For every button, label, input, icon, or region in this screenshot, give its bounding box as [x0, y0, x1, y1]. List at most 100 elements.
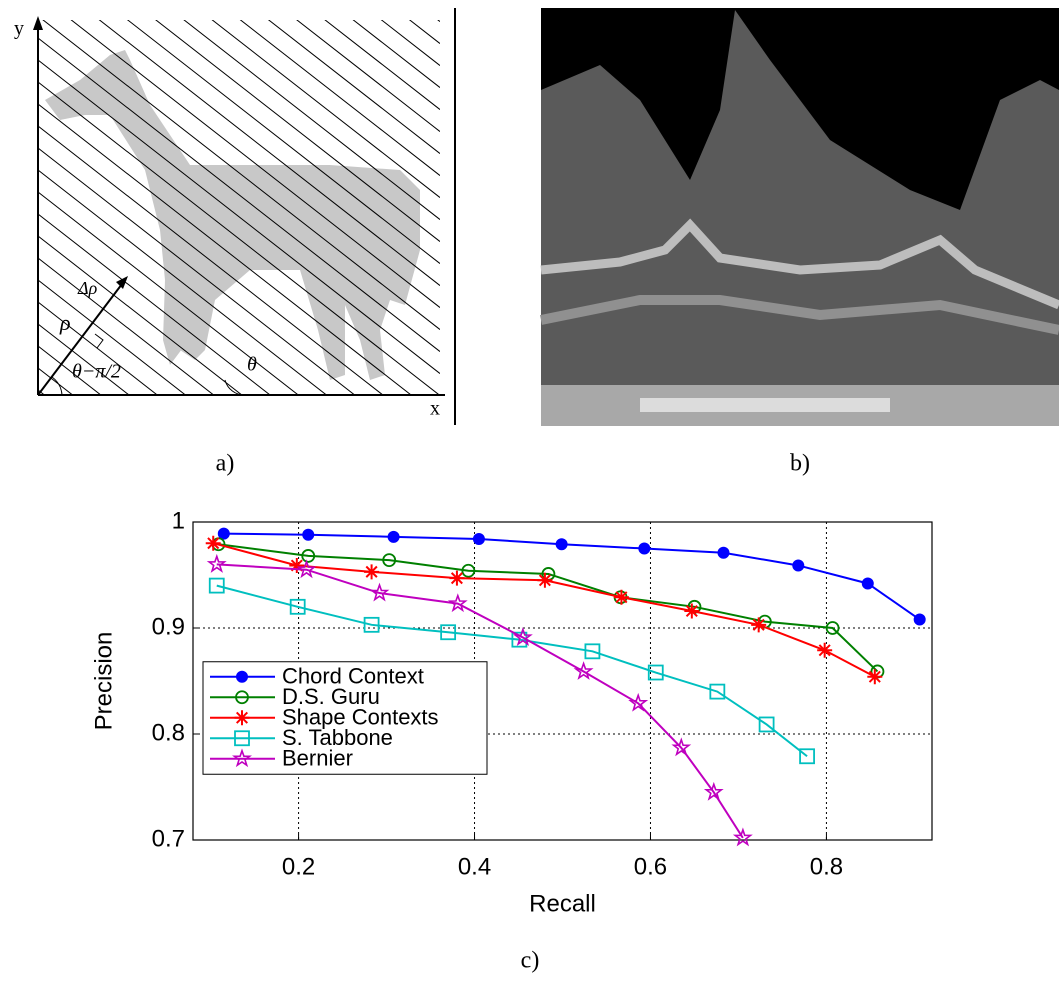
- marker: [234, 710, 250, 726]
- legend-label: D.S. Guru: [282, 684, 380, 709]
- hatch-line: [352, 20, 440, 88]
- panel-label: c): [521, 948, 540, 974]
- hatch-line: [38, 301, 159, 395]
- hatch-line: [38, 103, 412, 395]
- legend-label: Bernier: [282, 746, 353, 771]
- y-tick-label: 0.8: [152, 719, 185, 746]
- marker: [461, 563, 476, 578]
- x-tick-label: 0.4: [458, 853, 491, 880]
- marker: [709, 683, 726, 700]
- marker: [289, 598, 306, 615]
- hatch-line: [38, 257, 215, 395]
- hatch-line: [38, 191, 300, 395]
- marker: [792, 559, 805, 572]
- hatch-line: [267, 20, 440, 154]
- marker: [387, 530, 400, 543]
- marker: [732, 827, 753, 847]
- marker: [555, 538, 568, 551]
- marker: [296, 559, 317, 579]
- image-region: [541, 10, 1059, 426]
- panel-label: a): [216, 451, 235, 477]
- annotation: θ−π/2: [72, 361, 121, 383]
- marker: [799, 748, 815, 765]
- arrow: [116, 276, 128, 289]
- series: [206, 553, 753, 847]
- marker: [613, 589, 629, 605]
- hatch-line: [38, 279, 187, 395]
- hatch-line: [70, 20, 440, 308]
- image-band: [540, 218, 1059, 310]
- marker: [363, 616, 380, 633]
- marker: [302, 528, 315, 541]
- marker: [647, 664, 664, 681]
- hatch-line: [38, 235, 243, 395]
- hatch-line: [324, 20, 440, 110]
- angle-arc: [51, 376, 63, 396]
- x-tick-label: 0.8: [810, 853, 843, 880]
- marker: [817, 642, 833, 658]
- marker: [913, 613, 926, 626]
- marker: [628, 692, 649, 712]
- x-tick-label: 0.2: [282, 853, 315, 880]
- panel-b: b): [540, 8, 1059, 477]
- y-tick-label: 0.9: [152, 613, 185, 640]
- marker: [234, 730, 250, 747]
- hatch-line: [126, 20, 440, 264]
- marker: [382, 553, 397, 568]
- series: [205, 535, 883, 685]
- axis-label: y: [14, 18, 24, 40]
- hatch-line: [296, 20, 440, 132]
- marker: [301, 549, 316, 563]
- y-axis-label: Precision: [90, 632, 117, 731]
- marker: [449, 570, 465, 586]
- hatch-line: [42, 20, 440, 330]
- hatch-line: [38, 323, 130, 395]
- y-tick-label: 0.7: [152, 825, 185, 852]
- marker: [512, 627, 533, 646]
- marker: [703, 781, 724, 801]
- series-line: [216, 563, 744, 839]
- hatch-line: [38, 81, 440, 395]
- hatch-line: [437, 20, 440, 22]
- right-angle: [94, 333, 104, 349]
- marker: [573, 661, 594, 680]
- hatch-line: [38, 169, 328, 395]
- marker: [236, 670, 248, 683]
- marker: [447, 593, 468, 613]
- hatch-line: [38, 125, 384, 395]
- chart: c) 0.7 0.8 0.9 1 0.2 0.4 0.6 0.8 Recall Precision…: [90, 507, 933, 974]
- panel-a: y x Δρ ρ θ−π/2 θ a): [14, 8, 456, 477]
- annotation: Δρ: [77, 278, 98, 298]
- series-line: [223, 532, 921, 621]
- marker: [232, 748, 252, 768]
- hatch-lines: [38, 20, 440, 395]
- axis-label: x: [430, 398, 440, 420]
- marker: [289, 557, 305, 573]
- arrow: [33, 16, 43, 30]
- series-line: [218, 543, 879, 673]
- marker: [717, 546, 730, 559]
- annotation: ρ: [59, 310, 71, 335]
- marker: [440, 624, 457, 641]
- hatch-line: [98, 20, 440, 286]
- hatch-line: [38, 59, 440, 374]
- marker: [638, 542, 651, 555]
- plot-frame: [192, 521, 933, 841]
- marker: [206, 553, 227, 573]
- marker: [472, 532, 485, 545]
- marker: [671, 737, 692, 757]
- marker: [684, 603, 700, 619]
- marker: [861, 577, 874, 590]
- marker: [537, 572, 553, 588]
- hatch-line: [239, 20, 440, 176]
- marker: [751, 617, 767, 633]
- image-band: [540, 295, 1059, 335]
- hatch-line: [183, 20, 440, 220]
- marker: [217, 527, 230, 540]
- x-axis-label: Recall: [529, 890, 596, 917]
- marker: [208, 577, 225, 594]
- hatch-line: [155, 20, 440, 242]
